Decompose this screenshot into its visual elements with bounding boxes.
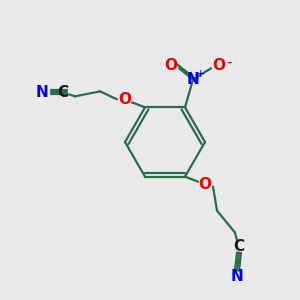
Text: C: C <box>233 239 244 254</box>
Text: N: N <box>231 269 243 284</box>
Text: O: O <box>199 177 212 192</box>
Text: O: O <box>212 58 226 73</box>
Text: +: + <box>195 69 205 80</box>
Text: O: O <box>164 58 178 73</box>
Text: N: N <box>36 85 48 100</box>
Text: N: N <box>187 72 200 87</box>
Text: O: O <box>118 92 131 107</box>
Text: -: - <box>226 55 232 70</box>
Text: C: C <box>57 85 69 100</box>
